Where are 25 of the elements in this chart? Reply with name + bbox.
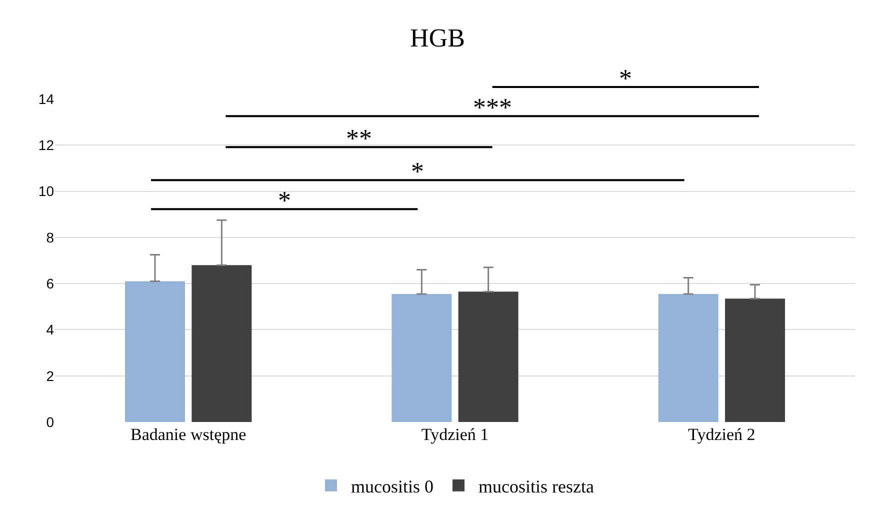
bar [725, 298, 785, 422]
x-tick-label: Tydzień 2 [688, 425, 756, 444]
y-tick-label: 4 [46, 322, 54, 338]
legend-label: mucositis reszta [478, 476, 594, 496]
legend-label: mucositis 0 [351, 476, 434, 496]
annotation: * [278, 186, 291, 215]
y-tick-label: 0 [46, 414, 54, 430]
x-tick-label: Tydzień 1 [421, 425, 489, 444]
annotation: *** [473, 93, 512, 122]
text: * [619, 64, 632, 93]
bar [658, 294, 718, 422]
y-tick-label: 12 [38, 137, 54, 154]
y-tick-label: 8 [46, 229, 54, 246]
bar [192, 265, 252, 422]
y-tick-label: 10 [38, 183, 54, 200]
annotation: * [411, 157, 424, 186]
bar [392, 294, 452, 422]
bar [458, 292, 518, 422]
y-tick-label: 2 [46, 368, 54, 384]
x-tick-label: Badanie wstępne [130, 425, 246, 444]
bar [125, 281, 185, 422]
y-tick-label: 14 [38, 90, 54, 107]
chart-title: HGB [410, 23, 465, 52]
annotation: ** [346, 124, 372, 153]
y-tick-label: 6 [46, 275, 54, 292]
